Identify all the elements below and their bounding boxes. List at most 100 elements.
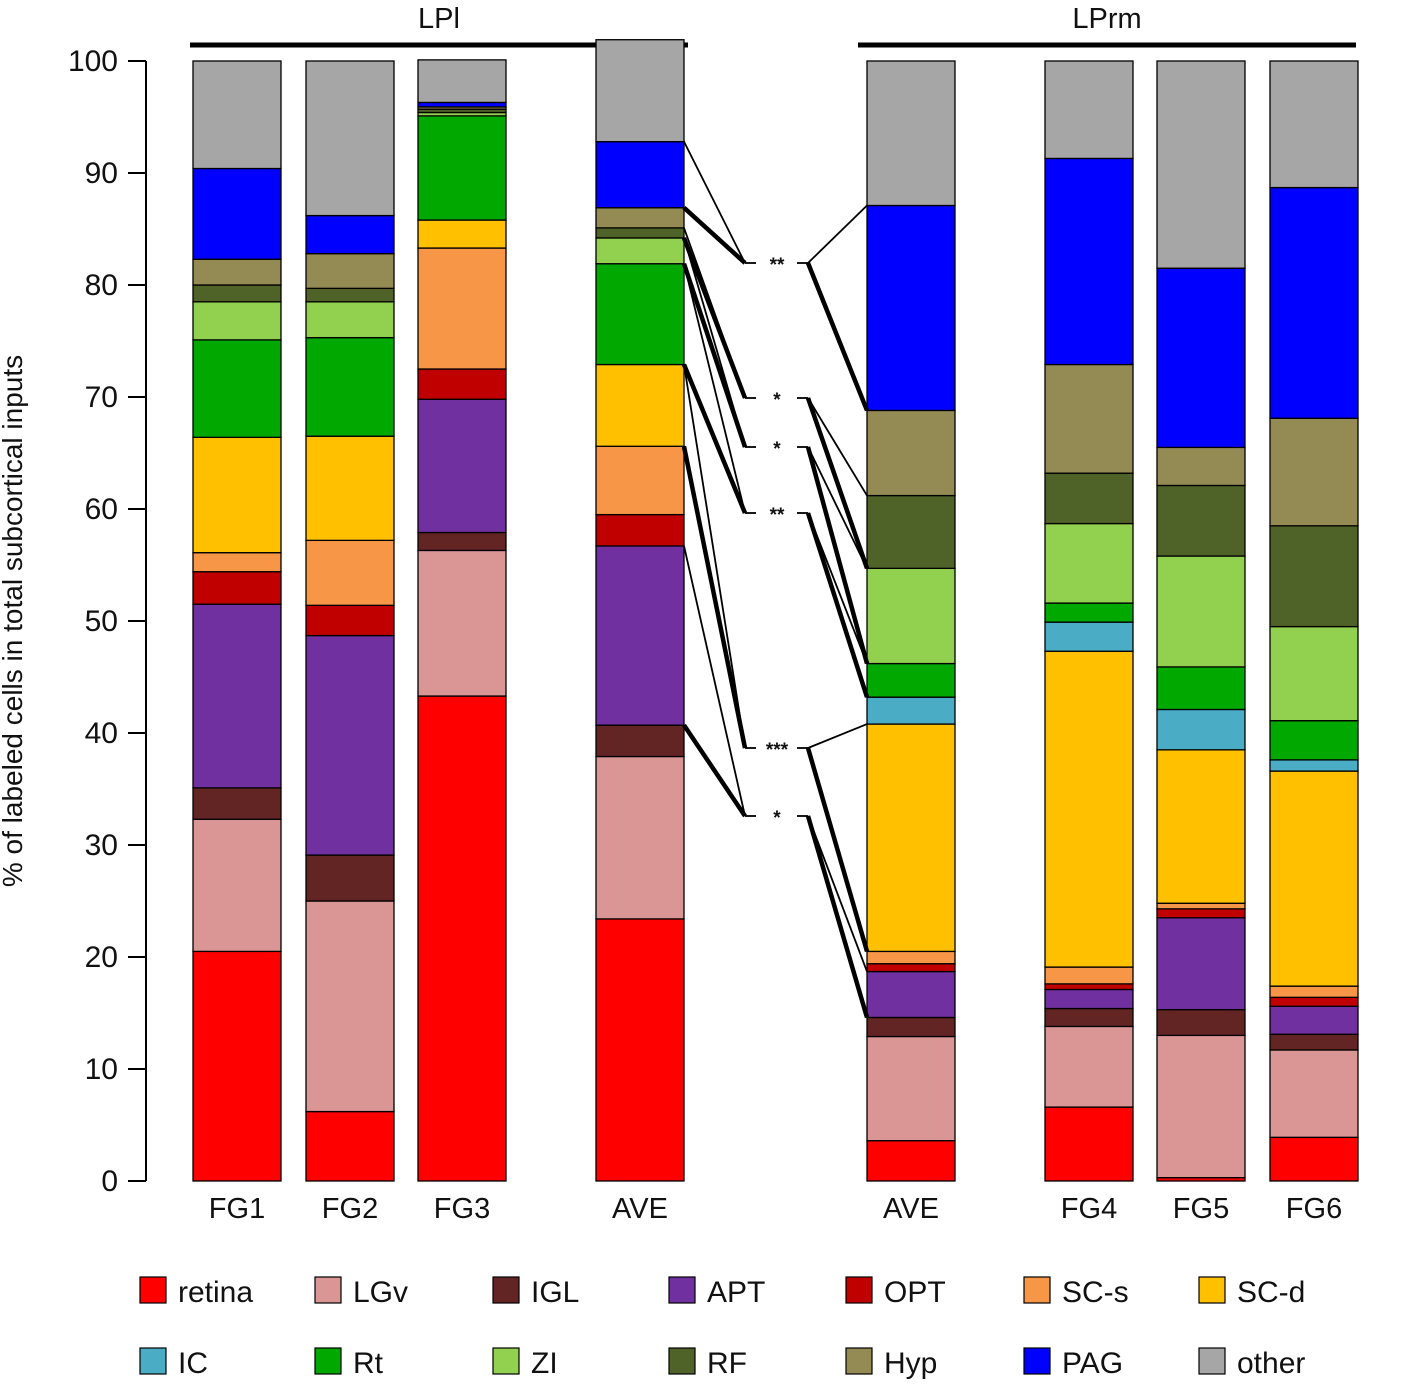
legend-item-rf: RF [668,1347,747,1380]
bar-segment-rf [1044,472,1134,525]
bar-segment-sc-s [305,539,395,606]
legend-swatch [1198,1347,1226,1375]
bar-segment-rt [866,662,956,698]
legend-swatch [845,1276,873,1304]
bar-segment-apt [192,603,282,789]
bar-segment-rt [417,115,507,221]
significance-label: * [773,390,781,411]
bar-segment-apt [866,970,956,1019]
significance-label: * [773,439,781,460]
bar-segment-igl [305,854,395,902]
connector-line [805,446,870,665]
bar-segment-hyp [192,258,282,286]
bar-segment-apt [1044,988,1134,1010]
connector-line [807,397,868,497]
legend-item-retina: retina [139,1276,253,1309]
bar-segment-other [192,60,282,170]
y-axis: 0 10 20 30 40 50 60 70 80 90 100 [68,45,147,1198]
bar-segment-pag [1156,267,1246,449]
bar-stack-ave-5 [866,60,956,1182]
bar-segment-pag [417,101,507,108]
bar-segment-igl [417,531,507,552]
bar-segment-rt [1269,720,1359,761]
comparison-rt: ** [681,263,870,698]
bar-segment-pag [1044,157,1134,366]
connector-line [681,363,748,514]
bar-segment-hyp [1156,446,1246,487]
connector-line [683,364,746,749]
bar-segment-igl [1044,1007,1134,1028]
connector-line [681,237,748,399]
bar-segment-rt [595,263,685,366]
connector-line [682,723,747,818]
bar-segment-other [1269,60,1359,189]
bars [192,39,1359,1182]
bar-segment-ic [1269,759,1359,772]
category-label-fg2: FG2 [322,1193,378,1225]
bar-stack-fg5-7 [1156,60,1246,1182]
bar-segment-zi [1269,625,1359,722]
significance-label: *** [766,740,789,761]
bar-segment-lgv [595,755,685,920]
category-label-fg3: FG3 [434,1193,490,1225]
bar-segment-igl [1269,1033,1359,1051]
bar-segment-retina [192,950,282,1182]
group-label-lpl: LPl [418,3,460,35]
legend-label: IGL [531,1276,579,1309]
bar-segment-lgv [1156,1034,1246,1179]
legend-swatch [492,1347,520,1375]
legend-swatch [1023,1347,1051,1375]
legend-item-rt: Rt [314,1347,384,1380]
bar-segment-sc-d [305,435,395,542]
legend-swatch [1198,1276,1226,1304]
legend-item-sc-s: SC-s [1023,1276,1129,1309]
bar-segment-rf [1156,484,1246,557]
comparison-rf: * [681,227,870,570]
bar-segment-opt [1156,908,1246,919]
bar-segment-retina [1269,1136,1359,1182]
category-label-ave: AVE [612,1193,668,1225]
bar-segment-hyp [595,207,685,229]
legend-swatch [314,1347,342,1375]
bar-segment-zi [1156,555,1246,668]
bar-segment-pag [866,204,956,412]
bar-segment-other [417,59,507,104]
bar-segment-opt [305,604,395,637]
category-label-fg4: FG4 [1061,1193,1117,1225]
connector-line [807,446,868,569]
bar-segment-zi [305,301,395,339]
legend-label: OPT [884,1276,946,1309]
y-tick-label: 90 [85,157,118,190]
bar-segment-sc-s [866,950,956,965]
legend-item-sc-d: SC-d [1198,1276,1305,1309]
connector-line [683,263,746,514]
category-label-ave: AVE [883,1193,939,1225]
legend-label: APT [707,1276,765,1309]
bar-segment-rf [305,287,395,303]
bar-segment-hyp [1269,417,1359,527]
legend-swatch [845,1347,873,1375]
bar-segment-other [1044,60,1134,160]
bar-segment-rf [866,494,956,570]
legend-item-hyp: Hyp [845,1347,937,1380]
bar-stack-fg2-2 [305,60,395,1182]
legend-item-ic: IC [139,1347,208,1380]
bar-segment-other [1156,60,1246,269]
bar-segment-sc-s [1156,902,1246,910]
bar-segment-lgv [417,549,507,697]
connector-line [805,815,870,1019]
bar-segment-ic [1044,621,1134,652]
legend-label: Rt [353,1347,384,1380]
bar-segment-sc-d [192,436,282,554]
bar-segment-opt [192,571,282,605]
bar-segment-sc-s [192,552,282,573]
legend-item-zi: ZI [492,1347,558,1380]
bar-segment-retina [866,1140,956,1182]
significance-label: ** [770,255,785,276]
y-tick-label: 10 [85,1053,118,1086]
legend-swatch [139,1347,167,1375]
legend-label: SC-s [1062,1276,1129,1309]
significance-label: ** [770,505,785,526]
bar-segment-zi [595,237,685,265]
bar-segment-opt [595,513,685,547]
